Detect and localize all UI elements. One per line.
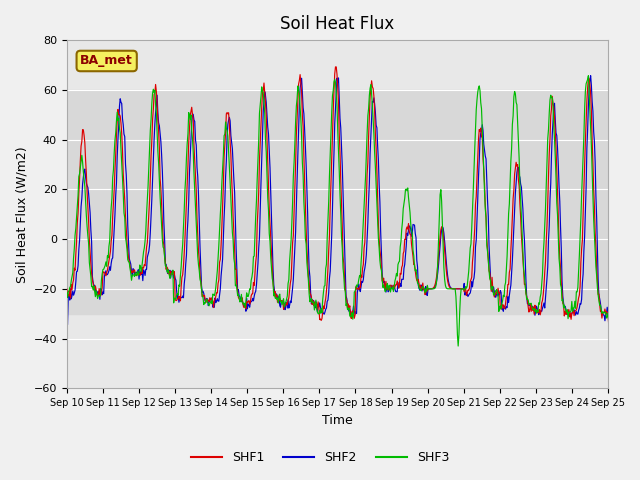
SHF3 — [237, 298, 244, 304]
Line: SHF2: SHF2 — [67, 72, 640, 325]
SHF2 — [237, 296, 244, 301]
SHF2 — [266, 148, 273, 154]
SHF3 — [266, 231, 273, 237]
SHF3 — [131, 274, 138, 279]
Legend: SHF1, SHF2, SHF3: SHF1, SHF2, SHF3 — [186, 446, 454, 469]
SHF3 — [415, 285, 423, 291]
Bar — [67, 90, 608, 314]
SHF1 — [605, 322, 612, 327]
SHF3 — [287, 238, 295, 243]
SHF1 — [416, 286, 424, 291]
SHF3 — [63, 289, 70, 295]
SHF2 — [608, 322, 616, 328]
SHF1 — [63, 286, 70, 292]
SHF2 — [447, 286, 455, 291]
SHF1 — [332, 64, 339, 70]
SHF2 — [63, 317, 70, 323]
Text: BA_met: BA_met — [80, 55, 133, 68]
SHF1 — [448, 286, 456, 292]
SHF1 — [237, 298, 244, 304]
Y-axis label: Soil Heat Flux (W/m2): Soil Heat Flux (W/m2) — [15, 146, 28, 283]
SHF2 — [287, 300, 295, 305]
SHF1 — [131, 267, 138, 273]
Line: SHF1: SHF1 — [67, 67, 640, 324]
SHF3 — [454, 343, 462, 349]
SHF3 — [619, 65, 627, 71]
SHF2 — [415, 286, 423, 291]
SHF1 — [266, 206, 273, 212]
SHF1 — [287, 276, 295, 282]
SHF2 — [623, 69, 630, 75]
Line: SHF3: SHF3 — [67, 68, 640, 346]
X-axis label: Time: Time — [322, 414, 353, 427]
SHF3 — [447, 286, 455, 292]
Title: Soil Heat Flux: Soil Heat Flux — [280, 15, 394, 33]
SHF2 — [131, 272, 138, 278]
